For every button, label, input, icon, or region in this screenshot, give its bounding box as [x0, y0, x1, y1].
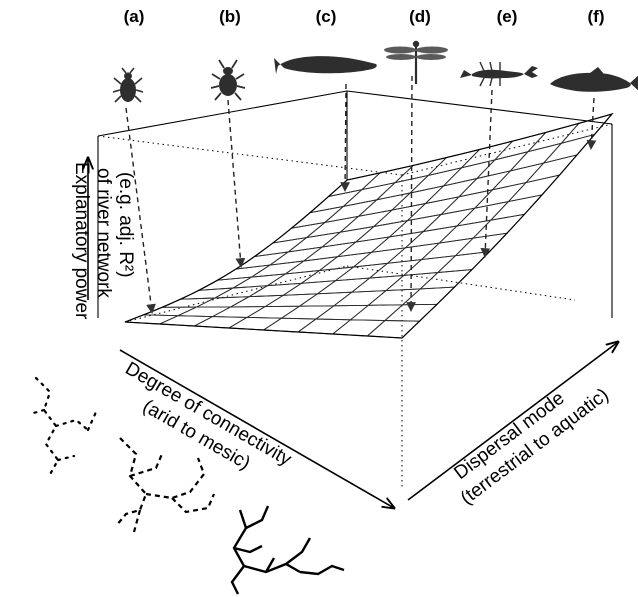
surface-cell	[420, 237, 475, 261]
surface-cell	[386, 242, 441, 264]
surface-cell	[341, 181, 397, 208]
surface-cell	[455, 200, 510, 227]
surface-cell	[336, 236, 391, 258]
surface-cell	[314, 304, 370, 321]
y-axis-arrow	[407, 342, 618, 501]
surface-cell	[354, 219, 409, 243]
surface-cell	[388, 213, 443, 238]
surface-cell	[352, 247, 407, 268]
panel-letter-f: (f)	[588, 7, 605, 26]
surface-cell	[245, 305, 302, 319]
surface-cell	[283, 256, 340, 275]
panel-letter-e: (e)	[497, 7, 518, 26]
arrow-e	[480, 89, 493, 258]
panel-letter-a: (a)	[124, 7, 145, 26]
surface-cell	[338, 209, 394, 233]
response-surface	[124, 112, 614, 339]
surface-cell	[271, 221, 327, 244]
surface-cell	[235, 251, 289, 270]
surface-cell	[473, 181, 528, 209]
surface-cell	[305, 215, 361, 239]
surface-cell	[372, 202, 427, 228]
surface-cell	[406, 196, 461, 222]
river-network-dashed-icon	[115, 437, 216, 533]
surface-cell	[349, 304, 404, 321]
surface-outline	[124, 112, 614, 339]
plot-box	[97, 90, 613, 488]
surface-cell	[426, 148, 481, 177]
fish-icon	[274, 56, 377, 74]
surface-cell	[308, 188, 364, 214]
beetle-icon	[210, 59, 246, 101]
river-network-icons	[28, 376, 345, 595]
surface-cell	[320, 225, 376, 248]
river-network-solid-icon	[230, 505, 345, 595]
surface-cell	[439, 189, 494, 216]
z-axis-label-line-3: (e.g. adj. R²)	[115, 172, 136, 278]
surface-cell	[370, 230, 425, 253]
arrow-b	[227, 99, 246, 268]
surface-cell	[360, 164, 415, 191]
arrow-f	[586, 97, 597, 150]
z-axis-label: Explanatory power of river network (e.g.…	[71, 162, 136, 320]
surface-cell	[302, 241, 358, 262]
surface-cell	[508, 142, 563, 172]
surface-cell	[457, 170, 512, 198]
surface-cell	[254, 236, 309, 258]
surface-cell	[210, 306, 267, 318]
surface-cell	[437, 219, 493, 244]
panel-letters: (a) (b) (c) (d) (e) (f)	[124, 7, 605, 26]
axes	[88, 158, 618, 508]
organism-arrows	[125, 75, 597, 314]
surface-cell	[471, 213, 526, 239]
surface-cell	[326, 172, 382, 198]
surface-cell	[323, 199, 379, 224]
surface-cell	[489, 194, 544, 221]
y-axis-label: Dispersal mode (terrestrial to aquatic)	[450, 384, 612, 509]
surface-cell	[269, 246, 324, 266]
surface-cell	[280, 305, 336, 320]
surface-cell	[390, 185, 445, 211]
panel-letter-d: (d)	[409, 7, 431, 26]
surface-cell	[251, 260, 305, 278]
surface-cell	[442, 159, 497, 187]
x-axis-arrow	[119, 349, 394, 508]
z-axis-label-line-1: Explanatory power	[71, 162, 92, 320]
surface-cell	[507, 174, 561, 203]
surface-cell	[524, 154, 579, 184]
surface-cell	[491, 162, 545, 191]
x-axis-label: Degree of connectivity (arid to mesic)	[122, 358, 296, 474]
surface-cell	[217, 264, 271, 281]
surface-cell	[375, 174, 430, 201]
arrow-a	[125, 107, 156, 314]
surface-cell	[475, 150, 530, 180]
surface-cell	[393, 156, 448, 184]
beetle-larva-icon	[112, 67, 144, 103]
dragonfly-icon	[384, 40, 448, 84]
surface-cell	[177, 306, 232, 318]
surface-cell	[383, 303, 439, 322]
surface-cell	[424, 177, 479, 205]
surface-cell	[421, 207, 477, 233]
river-network-dotted-icon	[28, 376, 98, 480]
surface-cell	[542, 133, 596, 164]
trout-icon	[550, 67, 638, 92]
z-axis-label-line-2: of river network	[93, 168, 114, 298]
panel-letter-c: (c)	[316, 7, 337, 26]
surface-cell	[289, 205, 345, 229]
surface-cell	[493, 131, 548, 161]
surface-cell	[317, 251, 374, 272]
surface-cell	[286, 231, 342, 253]
surface-cell	[404, 225, 459, 249]
panel-letter-b: (b)	[219, 7, 241, 26]
surface-cell	[526, 122, 581, 153]
crayfish-icon	[460, 61, 538, 87]
surface-cell	[419, 269, 474, 290]
arrow-c	[340, 83, 350, 192]
arrow-d	[406, 75, 416, 312]
surface-cell	[460, 140, 514, 169]
